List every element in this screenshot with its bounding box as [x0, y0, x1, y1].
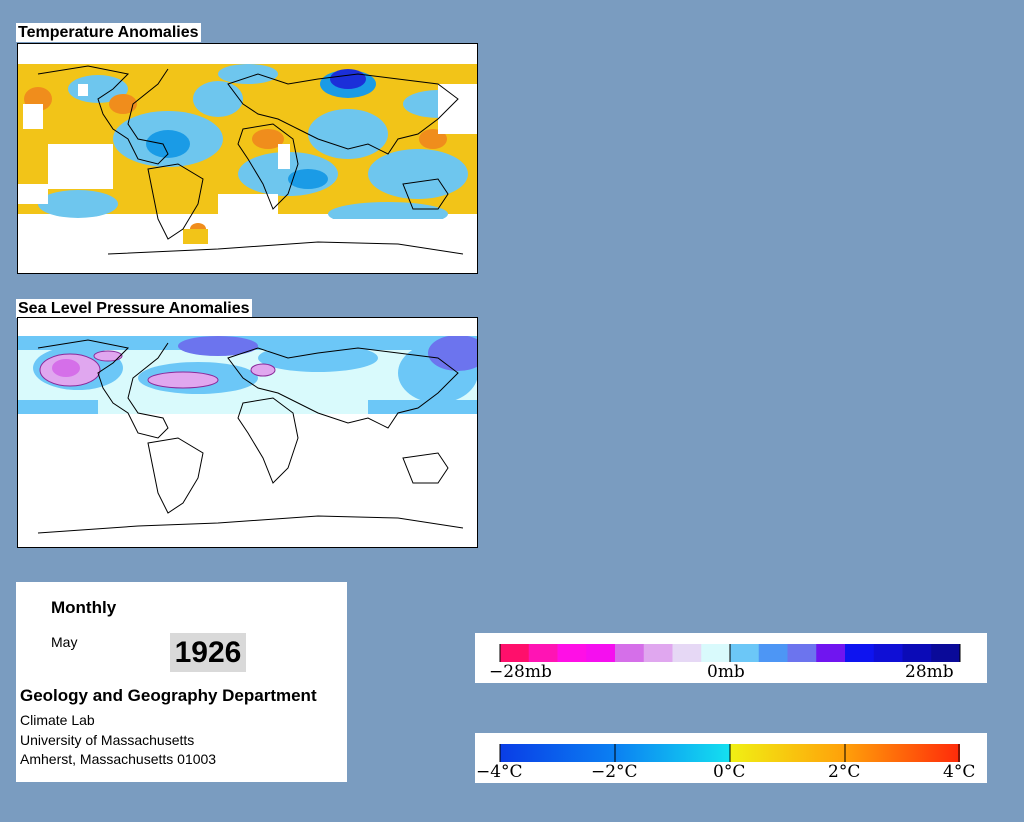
lab-name: Climate Lab: [20, 712, 95, 728]
pressure-legend-swatch: [586, 644, 616, 662]
temperature-legend-label-2: 0°C: [713, 762, 745, 782]
pressure-legend-swatch: [701, 644, 731, 662]
pressure-legend-swatch: [672, 644, 702, 662]
info-panel: Monthly May 1926 Geology and Geography D…: [16, 582, 347, 782]
pressure-legend-label-zero: 0mb: [707, 662, 745, 682]
pressure-legend-swatch: [931, 644, 961, 662]
pressure-legend: −28mb 0mb 28mb: [475, 633, 987, 683]
temperature-legend: −4°C −2°C 0°C 2°C 4°C: [475, 733, 987, 783]
month-label: May: [51, 634, 78, 650]
pressure-legend-swatch: [500, 644, 530, 662]
pressure-legend-swatch: [643, 644, 673, 662]
university-name: University of Massachusetts: [20, 732, 195, 748]
address-line: Amherst, Massachusetts 01003: [20, 751, 217, 767]
pressure-legend-label-max: 28mb: [905, 662, 954, 682]
temperature-legend-label-0: −4°C: [476, 762, 523, 782]
pressure-legend-swatch: [845, 644, 875, 662]
pressure-legend-label-min: −28mb: [489, 662, 552, 682]
temperature-map-title: Temperature Anomalies: [16, 23, 201, 42]
pressure-legend-swatch: [758, 644, 788, 662]
pressure-legend-swatch: [873, 644, 903, 662]
temperature-legend-label-4: 4°C: [943, 762, 975, 782]
temperature-anomaly-map: [17, 43, 478, 274]
pressure-anomaly-map: [17, 317, 478, 548]
pressure-legend-swatch: [902, 644, 932, 662]
pressure-map-title: Sea Level Pressure Anomalies: [16, 299, 252, 318]
pressure-legend-swatch: [730, 644, 760, 662]
pressure-legend-swatch: [615, 644, 645, 662]
pressure-legend-swatch: [528, 644, 558, 662]
frequency-label: Monthly: [51, 598, 117, 617]
pressure-legend-swatch: [557, 644, 587, 662]
temperature-legend-label-1: −2°C: [591, 762, 638, 782]
pressure-legend-swatch: [816, 644, 846, 662]
pressure-legend-swatch: [787, 644, 817, 662]
year-label: 1926: [170, 633, 246, 672]
temperature-legend-label-3: 2°C: [828, 762, 860, 782]
department-name: Geology and Geography Department: [20, 686, 317, 705]
